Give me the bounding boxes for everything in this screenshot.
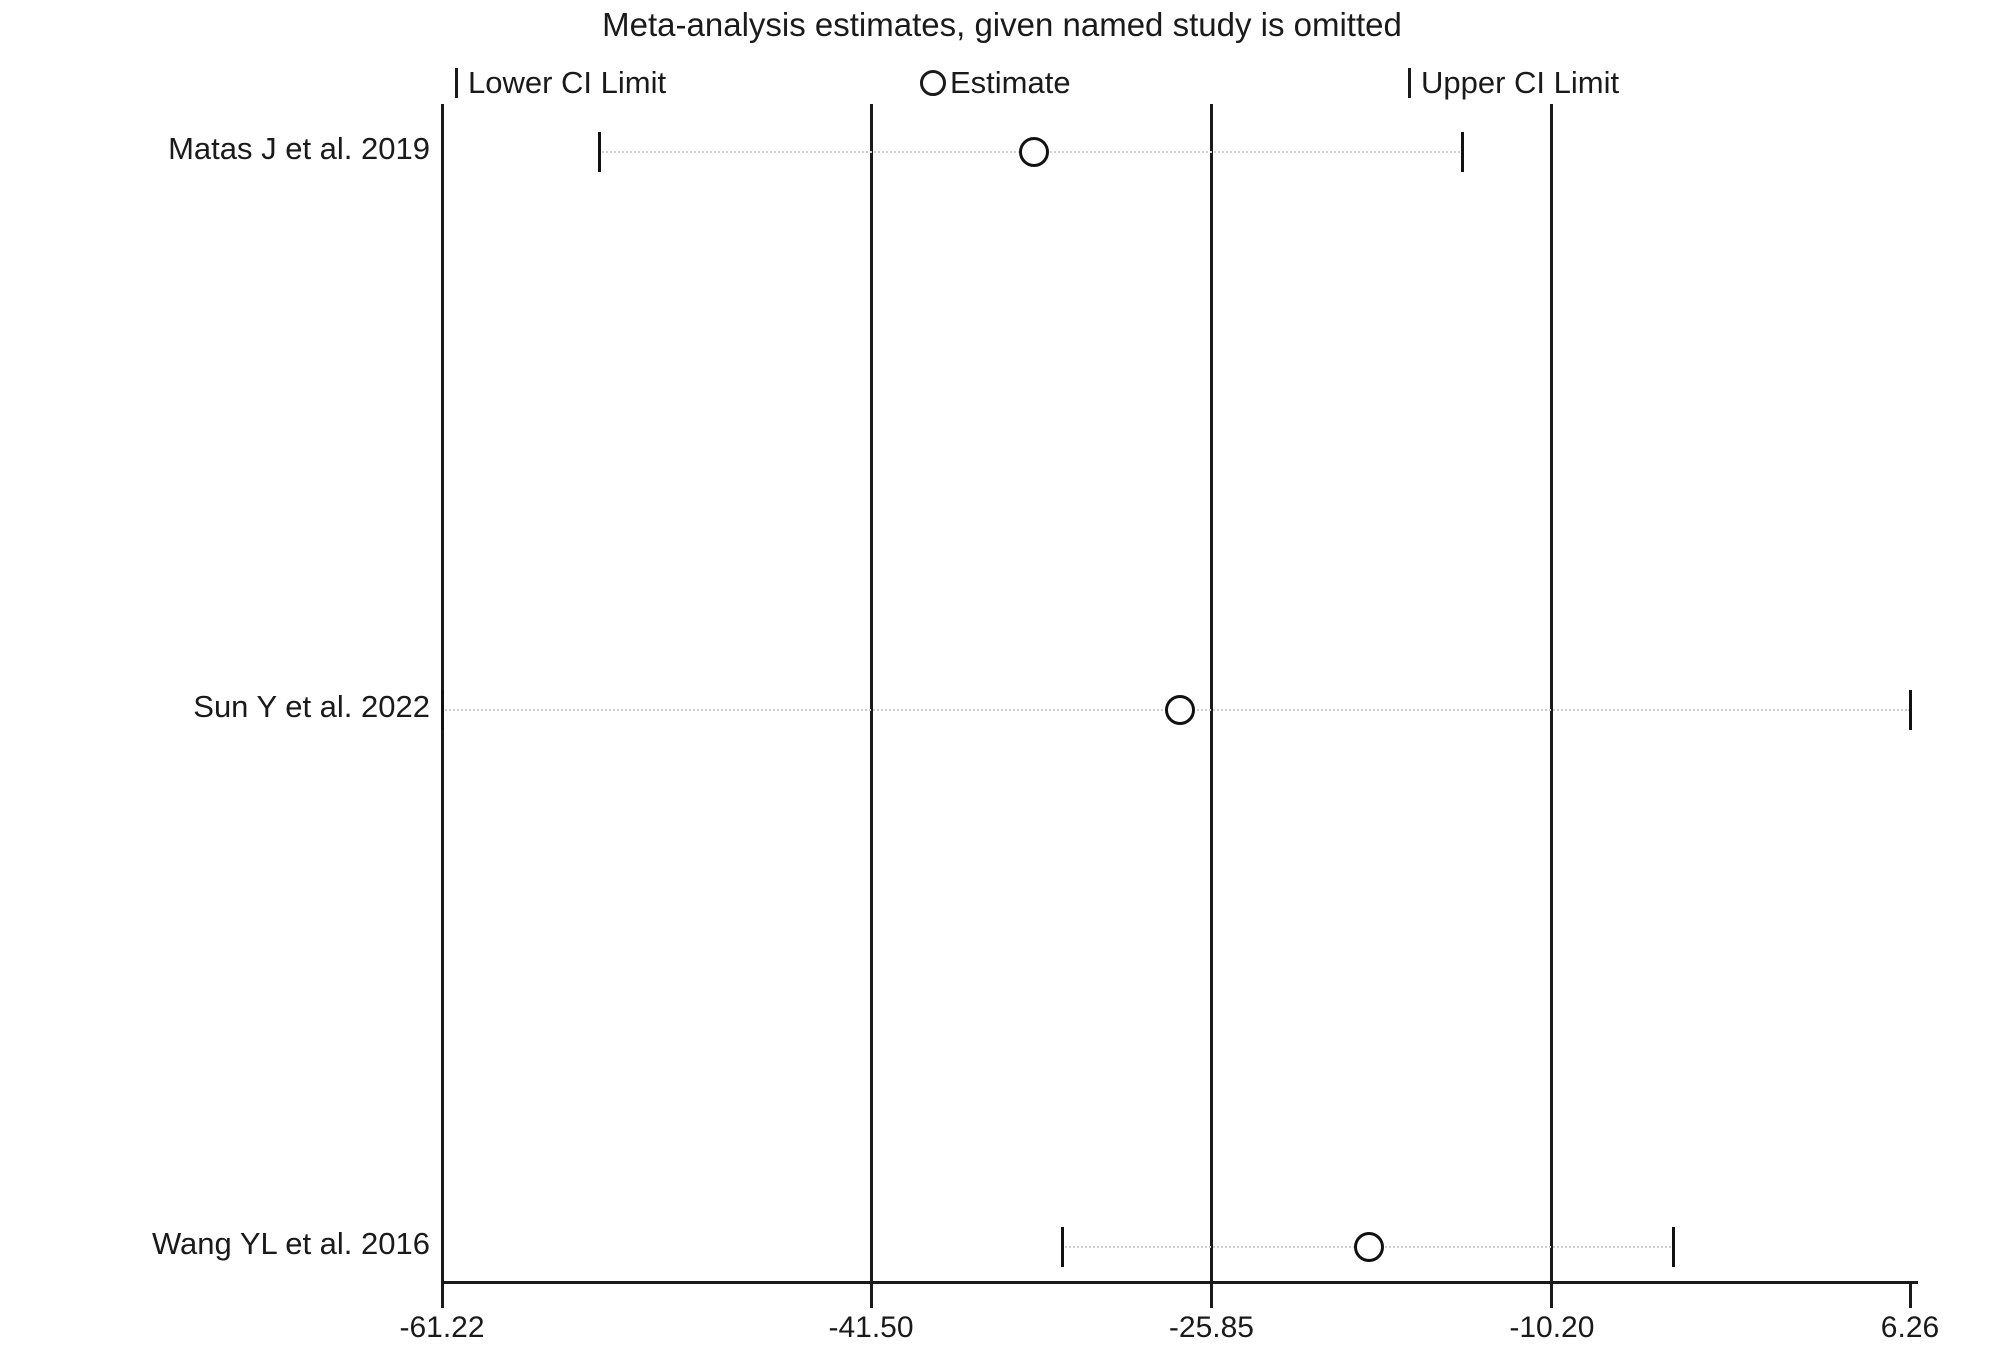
overall-lower-ci-line <box>869 104 873 1281</box>
lower-ci-tick-marker <box>597 132 601 172</box>
estimate-marker <box>1019 137 1050 167</box>
estimate-marker <box>1164 695 1195 725</box>
x-axis-line <box>442 1281 1918 1284</box>
study-label: Wang YL et al. 2016 <box>151 1226 430 1261</box>
x-axis-tick <box>440 1284 444 1308</box>
upper-ci-tick-marker <box>1461 132 1465 172</box>
x-axis-tick-label: -25.85 <box>1168 1311 1254 1344</box>
legend-label-lower-ci: Lower CI Limit <box>468 65 667 100</box>
estimate-circle-icon <box>920 70 946 96</box>
legend-label-upper-ci: Upper CI Limit <box>1421 65 1620 100</box>
lower-ci-tick-marker <box>1060 1227 1064 1267</box>
x-axis-tick-label: -10.20 <box>1509 1311 1595 1344</box>
upper-ci-tick-marker <box>1908 690 1912 730</box>
study-label: Matas J et al. 2019 <box>168 131 430 166</box>
overall-estimate-line <box>1209 104 1213 1281</box>
x-axis-tick <box>869 1284 873 1308</box>
study-label: Sun Y et al. 2022 <box>193 689 430 724</box>
chart-title: Meta-analysis estimates, given named stu… <box>602 6 1402 43</box>
x-axis-tick-label: -61.22 <box>399 1311 485 1344</box>
lower-ci-tick-icon <box>455 68 458 98</box>
legend-label-estimate: Estimate <box>950 65 1071 100</box>
legend-item-estimate: Estimate <box>920 62 1071 104</box>
overall-upper-ci-line <box>1550 104 1554 1281</box>
x-axis-tick <box>1550 1284 1554 1308</box>
upper-ci-tick-marker <box>1672 1227 1676 1267</box>
x-axis-tick <box>1209 1284 1213 1308</box>
lower-ci-tick-marker <box>440 690 444 730</box>
x-axis-tick-label: -41.50 <box>828 1311 914 1344</box>
estimate-marker <box>1354 1232 1385 1262</box>
upper-ci-tick-icon <box>1408 68 1411 98</box>
x-axis-tick <box>1908 1284 1912 1308</box>
legend-item-upper-ci: Upper CI Limit <box>1408 62 1619 104</box>
x-axis-tick-label: 6.26 <box>1880 1311 1940 1344</box>
legend-item-lower-ci: Lower CI Limit <box>455 62 666 104</box>
